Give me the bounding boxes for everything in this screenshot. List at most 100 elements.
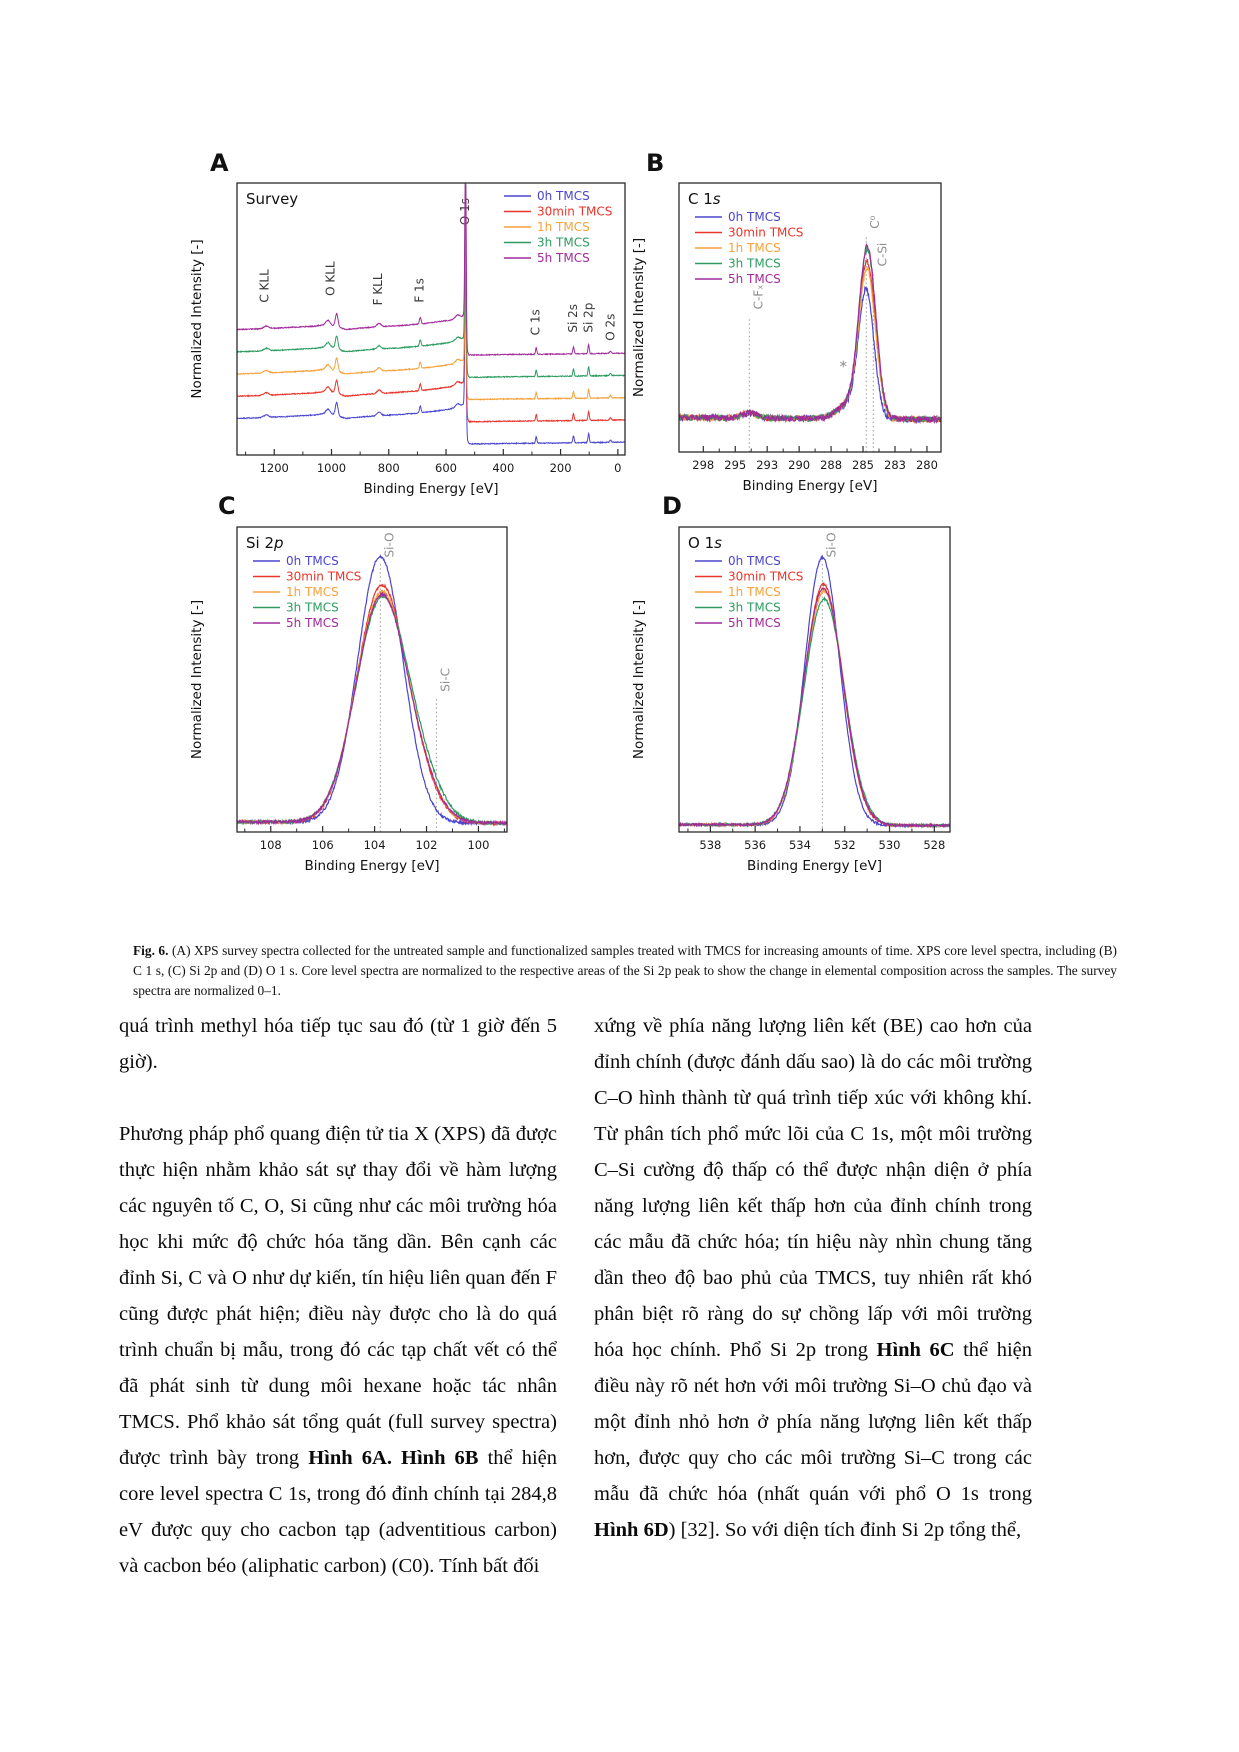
legend-label: 30min TMCS	[537, 205, 612, 219]
legend-label: 0h TMCS	[728, 554, 781, 568]
legend-label: 5h TMCS	[728, 272, 781, 286]
series-line-5h-tmcs	[678, 587, 951, 829]
x-tick-label: 200	[550, 461, 572, 475]
peak-annotation-label: C-Fₓ	[751, 284, 765, 309]
panel-letter-d: D	[662, 492, 682, 520]
x-axis-label: Binding Energy [eV]	[364, 481, 499, 497]
text-segment: Phương pháp phổ quang điện tử tia X (XPS…	[119, 1123, 557, 1469]
panel-title: Si 2p	[246, 534, 284, 552]
text-segment: thể hiện core level spectra C 1s, trong …	[119, 1447, 557, 1577]
x-tick-label: 288	[820, 458, 842, 472]
panel-letter-b: B	[646, 149, 665, 177]
series-line-0h-tmcs	[236, 233, 626, 446]
panel-b-svg: C-Fₓ C⁰ C-Si * 298 295 293 290 288 285 283 280 Bindi…	[631, 182, 942, 494]
series-line-3h-tmcs	[236, 593, 508, 827]
legend-label: 3h TMCS	[728, 601, 781, 615]
legend-label: 5h TMCS	[286, 616, 339, 630]
panel-letter-a: A	[210, 149, 229, 177]
y-axis-label: Normalized Intensity [-]	[631, 238, 647, 397]
text-segment: ) [32]. So với diện tích đỉnh Si 2p tổng…	[668, 1519, 1022, 1541]
si2p-spectra-chart: Si-O Si-C 108 106 104 102 100 Binding Energy [e…	[185, 519, 519, 880]
plot-frame	[236, 182, 626, 456]
x-tick-label: 298	[692, 458, 714, 472]
x-tick-label: 400	[492, 461, 514, 475]
panel-title: Survey	[246, 190, 298, 208]
body-paragraph: xứng về phía năng lượng liên kết (BE) ca…	[594, 1008, 1032, 1548]
panel-d-svg: Si-O 538 536 534 532 530 528 Binding Energy [eV…	[631, 526, 951, 874]
peak-annotation-label: F 1s	[413, 278, 427, 303]
c1s-spectra-chart: C-Fₓ C⁰ C-Si * 298 295 293 290 288 285 283 280 Bindi…	[627, 175, 953, 500]
text-column-right: xứng về phía năng lượng liên kết (BE) ca…	[594, 1008, 1032, 1548]
series-line-1h-tmcs	[236, 189, 626, 401]
peak-annotation-label: C KLL	[257, 269, 271, 303]
bold-figure-reference: Hình 6D	[594, 1519, 669, 1541]
body-paragraph: quá trình methyl hóa tiếp tục sau đó (từ…	[119, 1008, 557, 1080]
legend-label: 0h TMCS	[728, 210, 781, 224]
x-tick-label: 600	[435, 461, 457, 475]
text-segment: xứng về phía năng lượng liên kết (BE) ca…	[594, 1015, 1032, 1361]
peak-annotation-label: Si-O	[824, 532, 838, 557]
legend-label: 1h TMCS	[537, 220, 590, 234]
text-column-left: quá trình methyl hóa tiếp tục sau đó (từ…	[119, 1008, 557, 1584]
x-tick-label: 800	[378, 461, 400, 475]
x-tick-label: 1000	[317, 461, 346, 475]
body-paragraph: Phương pháp phổ quang điện tử tia X (XPS…	[119, 1116, 557, 1584]
y-axis-label: Normalized Intensity [-]	[189, 600, 205, 759]
caption-label: Fig. 6.	[133, 943, 169, 958]
x-tick-label: 283	[884, 458, 906, 472]
x-tick-label: 295	[724, 458, 746, 472]
caption-text: (A) XPS survey spectra collected for the…	[133, 943, 1117, 998]
series-line-3h-tmcs	[236, 183, 626, 379]
x-tick-label: 290	[788, 458, 810, 472]
peak-annotation-label: O KLL	[324, 261, 338, 296]
y-axis-label: Normalized Intensity [-]	[189, 239, 205, 398]
x-tick-label: 530	[879, 838, 901, 852]
peak-annotation-label: C⁰	[868, 215, 882, 228]
series-line-5h-tmcs	[236, 591, 508, 826]
x-tick-label: 536	[744, 838, 766, 852]
peak-annotation-label: Si-O	[382, 532, 396, 557]
x-tick-label: 280	[916, 458, 938, 472]
legend-label: 1h TMCS	[286, 585, 339, 599]
x-tick-label: 102	[416, 838, 438, 852]
panel-title: O 1s	[688, 534, 722, 552]
x-tick-label: 285	[852, 458, 874, 472]
x-tick-label: 528	[923, 838, 945, 852]
x-tick-label: 532	[834, 838, 856, 852]
x-axis-label: Binding Energy [eV]	[305, 858, 440, 874]
x-axis-label: Binding Energy [eV]	[743, 478, 878, 494]
plot-frame	[236, 526, 508, 833]
plot-frame	[678, 182, 942, 453]
x-tick-label: 106	[312, 838, 334, 852]
peak-annotation-label: Si 2s	[566, 304, 580, 333]
peak-annotation-label: Si-C	[438, 668, 452, 692]
plot-frame	[678, 526, 951, 833]
legend-label: 30min TMCS	[286, 570, 361, 584]
peak-annotation-label: Si 2p	[582, 303, 596, 333]
legend-label: 3h TMCS	[286, 601, 339, 615]
legend-label: 1h TMCS	[728, 585, 781, 599]
legend-label: 0h TMCS	[537, 189, 590, 203]
survey-spectra-chart: C KLL O KLL F KLL F 1s O 1s C 1s Si 2s Si 2p O 2…	[185, 175, 637, 503]
x-tick-label: 538	[699, 838, 721, 852]
o1s-spectra-chart: Si-O 538 536 534 532 530 528 Binding Energy [eV…	[627, 519, 962, 880]
x-tick-label: 1200	[260, 461, 289, 475]
panel-a-svg: C KLL O KLL F KLL F 1sO 1sC 1s Si 2s Si 2p O 2…	[189, 182, 626, 497]
bold-figure-reference: Hình 6A. Hình 6B	[308, 1447, 479, 1469]
legend-label: 30min TMCS	[728, 226, 803, 240]
series-line-5h-tmcs	[236, 183, 626, 357]
peak-annotation-label: C 1s	[529, 309, 543, 335]
legend-label: 5h TMCS	[728, 616, 781, 630]
legend-label: 1h TMCS	[728, 241, 781, 255]
series-line-5h-tmcs	[678, 243, 942, 425]
x-tick-label: 104	[364, 838, 386, 852]
panel-title: C 1s	[688, 190, 721, 208]
x-tick-label: 0	[614, 461, 621, 475]
series-line-30min-tmcs	[236, 211, 626, 424]
x-axis-label: Binding Energy [eV]	[747, 858, 882, 874]
peak-annotation-label: C-Si	[875, 243, 889, 267]
panel-c-svg: Si-O Si-C 108 106 104 102 100 Binding Energy [e…	[189, 526, 508, 874]
figure-caption: Fig. 6. (A) XPS survey spectra collected…	[133, 941, 1117, 1001]
x-tick-label: 108	[260, 838, 282, 852]
